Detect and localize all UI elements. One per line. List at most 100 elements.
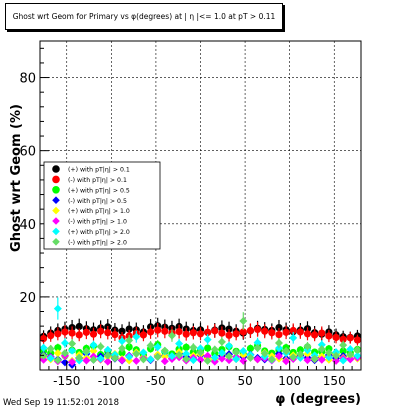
x-tick-label: 50 [237,374,252,388]
data-point [296,346,304,354]
data-point [146,328,155,336]
data-point [125,343,133,351]
data-point [239,356,248,365]
legend-entry-label: (+) with pT|η| > 0.5 [68,187,130,194]
data-point [317,345,326,354]
data-point [175,339,184,348]
data-point [125,336,134,345]
data-point [182,355,191,364]
data-point [189,356,198,365]
data-point [182,343,190,351]
legend-entry-label: (+) with pT|η| > 0.1 [68,167,130,174]
data-point [232,330,240,338]
data-point [218,329,226,337]
data-point [339,347,347,355]
data-point [60,338,69,347]
y-tick-label: 80 [19,72,36,87]
x-tick-label: 100 [278,374,301,388]
data-point [303,356,312,365]
data-point [75,322,83,331]
data-point [39,343,48,352]
data-point [353,345,362,354]
data-point [196,344,205,353]
legend-marker [52,196,60,204]
x-axis-label: φ (degrees) [275,392,361,407]
data-point [346,350,355,359]
x-tick-label: -100 [98,374,125,388]
data-point [261,327,269,335]
data-point [211,327,219,335]
data-point [175,328,183,336]
data-point [154,326,162,334]
data-point [182,330,190,338]
data-point [118,349,126,357]
data-point [296,350,305,359]
data-point [61,328,69,336]
data-point [274,352,283,361]
legend-marker [52,206,60,215]
data-point [89,355,98,364]
data-point [60,349,69,358]
data-point [54,344,62,352]
data-point [139,331,148,339]
legend-entry-label: (-) with pT|η| > 0.5 [68,198,127,205]
x-tick-label: -50 [146,374,166,388]
data-point [53,356,62,365]
series-2 [39,322,362,346]
data-point [253,355,262,364]
data-point [246,353,255,362]
data-point [296,328,304,336]
data-point [318,329,326,337]
data-point [332,333,340,342]
axes: -150 -100 -50 0 50 100 150 20 40 60 80 [19,47,362,388]
x-tick-label: 150 [323,374,346,388]
data-point [160,352,169,361]
data-point [103,351,112,360]
data-point [125,352,134,361]
data-point [268,329,276,337]
legend-marker [52,217,60,225]
data-point [46,354,55,363]
data-point [75,353,84,362]
data-point [160,357,169,366]
data-point [139,355,148,364]
data-point [210,353,219,362]
legend-entry-label: (-) with pT|η| > 0.1 [68,177,127,184]
data-point [317,355,326,364]
data-point [118,356,127,365]
data-point [232,355,241,364]
data-point [167,352,176,361]
data-point [346,345,355,354]
data-point [232,348,241,357]
data-point [146,341,155,350]
data-point [189,343,198,352]
data-point [246,326,255,335]
data-point [203,356,212,365]
data-point [225,331,233,339]
y-axis-label: Ghost wrt Geom (%) [9,104,24,252]
data-point [160,346,169,355]
data-point [111,330,119,339]
data-point [217,354,226,363]
data-point [189,329,197,337]
data-point [46,344,55,353]
data-point [303,330,312,338]
data-point [239,317,248,326]
data-point [103,345,112,354]
data-point [118,327,126,335]
legend-marker [52,238,60,246]
data-point [68,346,77,355]
legend-entry-label: (-) with pT|η| > 2.0 [68,239,127,246]
data-point [211,349,219,358]
data-point [217,348,226,357]
data-point [346,355,355,364]
data-point [96,342,105,351]
data-point [303,342,312,351]
x-tick-label: 0 [197,374,205,388]
data-point [225,341,234,350]
data-point [210,345,219,354]
data-point [89,341,98,350]
data-point [97,327,105,335]
data-point [204,328,212,336]
